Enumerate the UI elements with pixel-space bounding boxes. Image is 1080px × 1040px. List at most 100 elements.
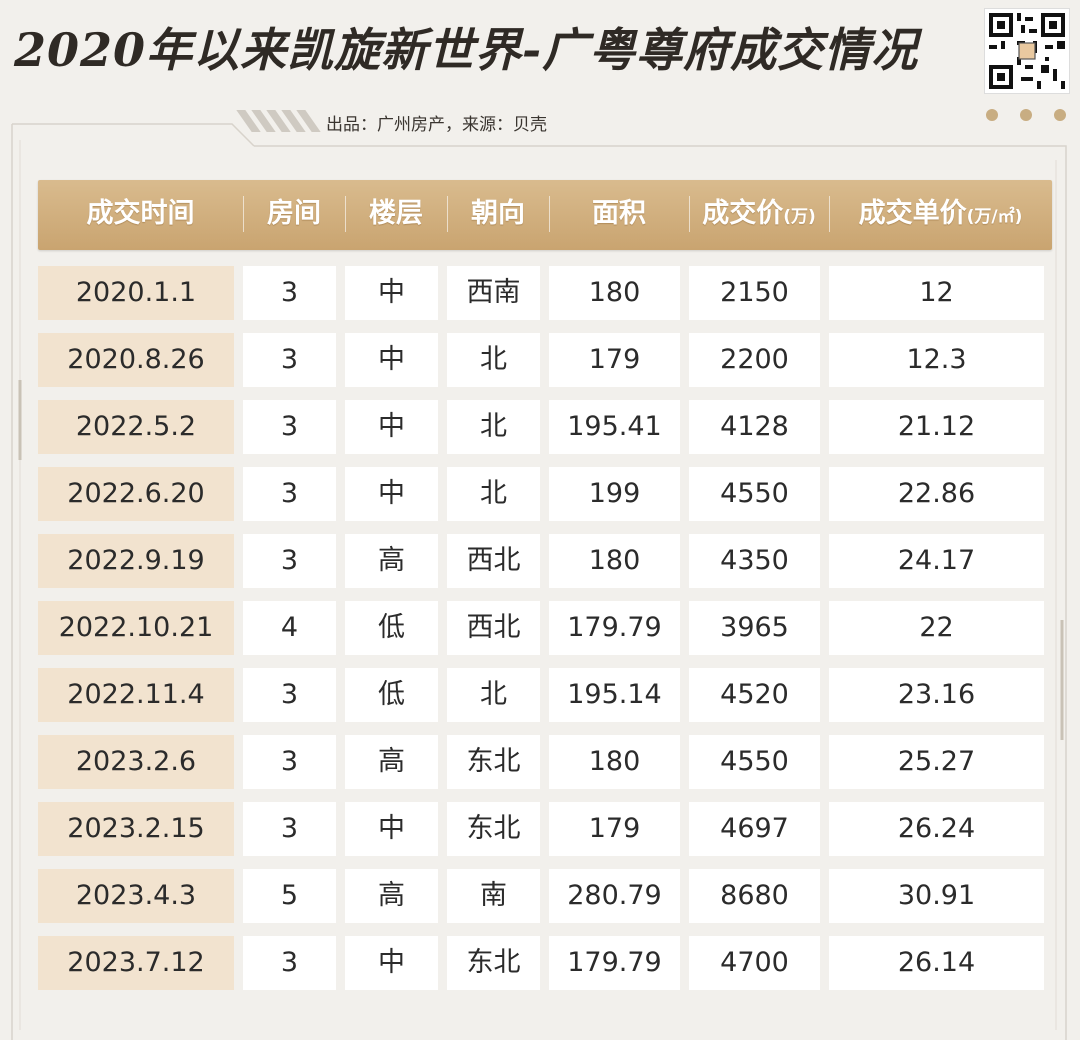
unit-price-cell: 26.14 [829, 936, 1044, 990]
transaction-table: 成交时间 房间 楼层 朝向 面积 成交价(万) 成交单价(万/㎡) 2020.1… [38, 180, 1052, 1003]
floor-cell: 中 [345, 400, 438, 454]
column-header-floor: 楼层 [345, 179, 447, 252]
price-cell: 2200 [689, 333, 820, 387]
area-cell: 195.41 [549, 400, 680, 454]
date-cell: 2022.11.4 [38, 668, 234, 722]
table-row: 2022.10.21 4 低西北 179.79 3965 22 [38, 601, 1052, 655]
unit-price-cell: 25.27 [829, 735, 1044, 789]
date-cell: 2023.7.12 [38, 936, 234, 990]
table-row: 2022.9.19 3 高西北 180 4350 24.17 [38, 534, 1052, 588]
orientation-cell: 北 [447, 400, 540, 454]
orientation-cell: 东北 [447, 802, 540, 856]
unit-price-cell: 12.3 [829, 333, 1044, 387]
column-header-price: 成交价(万) [689, 179, 829, 252]
price-cell: 8680 [689, 869, 820, 923]
unit-price-cell: 24.17 [829, 534, 1044, 588]
date-cell: 2020.8.26 [38, 333, 234, 387]
date-cell: 2020.1.1 [38, 266, 234, 320]
orientation-cell: 西南 [447, 266, 540, 320]
area-cell: 179 [549, 333, 680, 387]
table-row: 2023.2.6 3 高东北 180 4550 25.27 [38, 735, 1052, 789]
decorative-stripes [236, 110, 321, 132]
unit-price-cell: 21.12 [829, 400, 1044, 454]
table-row: 2020.8.26 3 中北 179 2200 12.3 [38, 333, 1052, 387]
area-cell: 195.14 [549, 668, 680, 722]
unit-price-cell: 30.91 [829, 869, 1044, 923]
area-cell: 199 [549, 467, 680, 521]
price-cell: 2150 [689, 266, 820, 320]
orientation-cell: 北 [447, 333, 540, 387]
floor-cell: 中 [345, 467, 438, 521]
unit-price-cell: 26.24 [829, 802, 1044, 856]
orientation-cell: 西北 [447, 534, 540, 588]
rooms-cell: 3 [243, 266, 336, 320]
orientation-cell: 东北 [447, 735, 540, 789]
rooms-cell: 3 [243, 735, 336, 789]
area-cell: 179.79 [549, 601, 680, 655]
price-cell: 3965 [689, 601, 820, 655]
rooms-cell: 4 [243, 601, 336, 655]
date-cell: 2022.10.21 [38, 601, 234, 655]
date-cell: 2022.6.20 [38, 467, 234, 521]
price-cell: 4350 [689, 534, 820, 588]
table-row: 2023.4.3 5 高南 280.79 8680 30.91 [38, 869, 1052, 923]
area-cell: 180 [549, 534, 680, 588]
floor-cell: 中 [345, 802, 438, 856]
area-cell: 180 [549, 735, 680, 789]
unit-price-cell: 22.86 [829, 467, 1044, 521]
floor-cell: 低 [345, 668, 438, 722]
price-cell: 4520 [689, 668, 820, 722]
floor-cell: 低 [345, 601, 438, 655]
area-cell: 179.79 [549, 936, 680, 990]
unit-price-cell: 12 [829, 266, 1044, 320]
table-body: 2020.1.1 3 中西南 180 2150 12 2020.8.26 3 中北 179 2200… [38, 266, 1052, 990]
column-header-orientation: 朝向 [447, 179, 549, 252]
price-cell: 4128 [689, 400, 820, 454]
decorative-dots [986, 109, 1066, 121]
table-row: 2022.11.4 3 低北 195.14 4520 23.16 [38, 668, 1052, 722]
price-cell: 4550 [689, 735, 820, 789]
table-header-row: 成交时间 房间 楼层 朝向 面积 成交价(万) 成交单价(万/㎡) [38, 180, 1052, 250]
table-row: 2022.6.20 3 中北 199 4550 22.86 [38, 467, 1052, 521]
date-cell: 2022.5.2 [38, 400, 234, 454]
date-cell: 2022.9.19 [38, 534, 234, 588]
price-cell: 4700 [689, 936, 820, 990]
price-cell: 4697 [689, 802, 820, 856]
column-header-unit-price: 成交单价(万/㎡) [829, 179, 1052, 252]
unit-price-cell: 22 [829, 601, 1044, 655]
table-row: 2022.5.2 3 中北 195.41 4128 21.12 [38, 400, 1052, 454]
floor-cell: 中 [345, 333, 438, 387]
area-cell: 179 [549, 802, 680, 856]
rooms-cell: 3 [243, 802, 336, 856]
orientation-cell: 西北 [447, 601, 540, 655]
column-header-area: 面积 [549, 179, 689, 252]
column-header-date: 成交时间 [86, 197, 195, 229]
area-cell: 280.79 [549, 869, 680, 923]
floor-cell: 中 [345, 266, 438, 320]
rooms-cell: 3 [243, 936, 336, 990]
date-cell: 2023.2.6 [38, 735, 234, 789]
source-credit: 出品：广州房产，来源：贝壳 [326, 115, 547, 135]
table-row: 2020.1.1 3 中西南 180 2150 12 [38, 266, 1052, 320]
rooms-cell: 3 [243, 534, 336, 588]
date-cell: 2023.2.15 [38, 802, 234, 856]
floor-cell: 高 [345, 869, 438, 923]
orientation-cell: 东北 [447, 936, 540, 990]
orientation-cell: 北 [447, 467, 540, 521]
floor-cell: 高 [345, 534, 438, 588]
table-row: 2023.2.15 3 中东北 179 4697 26.24 [38, 802, 1052, 856]
unit-price-cell: 23.16 [829, 668, 1044, 722]
rooms-cell: 3 [243, 467, 336, 521]
date-cell: 2023.4.3 [38, 869, 234, 923]
area-cell: 180 [549, 266, 680, 320]
orientation-cell: 北 [447, 668, 540, 722]
rooms-cell: 3 [243, 333, 336, 387]
qr-code-icon [984, 8, 1070, 94]
orientation-cell: 南 [447, 869, 540, 923]
column-header-rooms: 房间 [243, 179, 345, 252]
rooms-cell: 3 [243, 668, 336, 722]
rooms-cell: 3 [243, 400, 336, 454]
floor-cell: 中 [345, 936, 438, 990]
page-title: 2020年以来凯旋新世界-广粤尊府成交情况 [14, 23, 919, 77]
price-cell: 4550 [689, 467, 820, 521]
